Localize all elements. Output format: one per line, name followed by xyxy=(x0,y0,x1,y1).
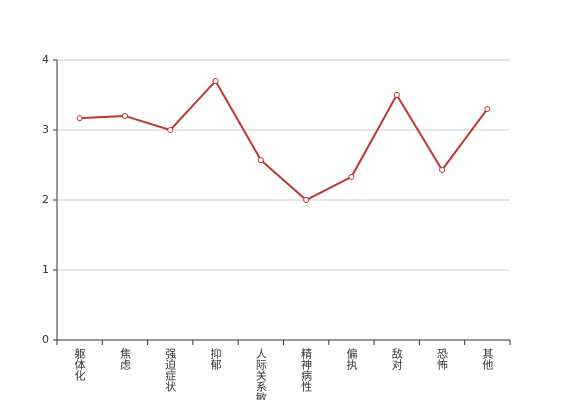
point xyxy=(303,197,310,203)
point xyxy=(439,166,446,173)
x-tick-label: 强迫症状 xyxy=(164,348,177,392)
point xyxy=(348,173,355,180)
x-tick-label: 恐怖 xyxy=(436,348,449,370)
point xyxy=(121,113,128,119)
point xyxy=(393,92,400,98)
x-tick-label: 躯体化 xyxy=(73,348,86,382)
point xyxy=(257,157,264,164)
x-tick-label: 敌对 xyxy=(390,347,403,370)
y-tick-label: 0 xyxy=(42,333,49,346)
y-tick-label: 3 xyxy=(42,123,49,136)
point xyxy=(76,115,83,122)
point xyxy=(167,127,174,133)
point xyxy=(212,78,219,84)
x-tick-label: 焦虑 xyxy=(118,348,131,370)
y-tick-label: 2 xyxy=(42,193,49,206)
x-tick-label: 其他 xyxy=(481,348,494,370)
x-tick-label: 偏执 xyxy=(345,347,358,371)
y-tick-label: 1 xyxy=(42,263,49,276)
x-tick-label: 人际关系敏感 xyxy=(254,348,267,400)
x-tick-label: 抑郁 xyxy=(209,347,222,370)
x-tick-label: 精神病性 xyxy=(300,348,313,393)
y-tick-label: 4 xyxy=(42,53,49,66)
point xyxy=(484,106,491,112)
line xyxy=(79,79,489,202)
